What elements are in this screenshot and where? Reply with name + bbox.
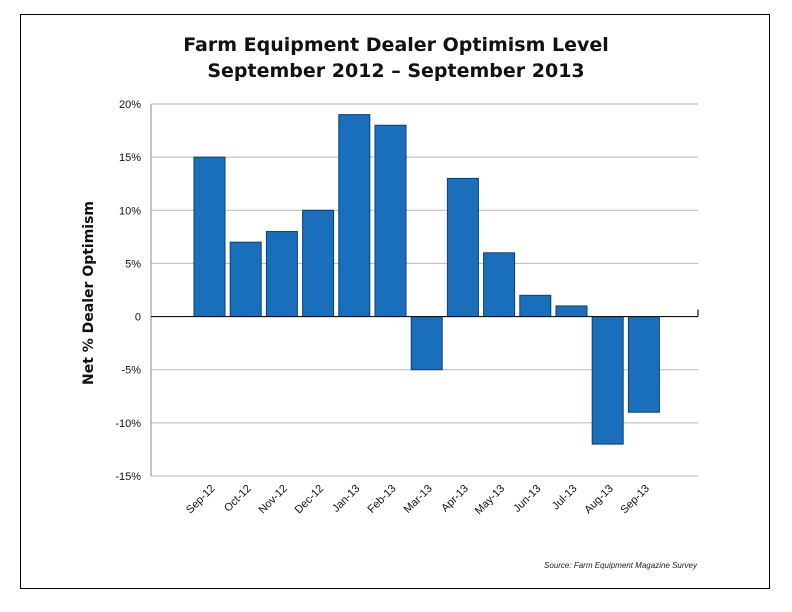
y-axis-title: Net % Dealer Optimism (81, 201, 97, 385)
x-tick-label: Sep-13 (618, 483, 652, 517)
y-tick-label: -15% (115, 471, 141, 483)
bar (302, 209, 335, 318)
y-tick-label: 20% (119, 99, 141, 111)
x-tick-label: Jun-13 (511, 483, 543, 515)
y-tick-label: 5% (125, 258, 141, 270)
y-tick-label: -10% (115, 418, 141, 430)
bar (446, 177, 479, 318)
y-tick-label: 15% (119, 152, 141, 164)
x-tick-label: Mar-13 (402, 483, 435, 516)
bar (519, 294, 552, 318)
bar (591, 316, 624, 445)
chart-subtitle: September 2012 – September 2013 (207, 60, 585, 82)
bar (229, 241, 262, 318)
x-tick-label: Oct-12 (222, 483, 254, 515)
x-tick-label: Aug-13 (582, 483, 616, 517)
bar (627, 316, 660, 413)
bar (265, 231, 298, 318)
bar (555, 305, 588, 318)
bar (338, 114, 371, 318)
x-tick-label: Sep-12 (184, 483, 218, 517)
x-tick-label: May-13 (473, 483, 507, 517)
y-tick-label: 0 (135, 312, 141, 324)
x-tick-label: Apr-13 (439, 483, 471, 515)
x-tick-label: Nov-12 (256, 483, 290, 517)
y-tick-label: -5% (121, 365, 141, 377)
chart-title-block: Farm Equipment Dealer Optimism Level Sep… (21, 32, 771, 84)
bar-chart: 20% 15% 10% 5% 0 -5% -10% -15% Sep-12 Oct-12 Nov-1… (81, 99, 699, 517)
bar (483, 252, 516, 318)
y-tick-label: 10% (119, 205, 141, 217)
source-note: Source: Farm Equipment Magazine Survey (544, 561, 697, 570)
x-tick-label: Dec-12 (293, 483, 327, 517)
x-tick-label: Jul-13 (550, 483, 580, 513)
bar (374, 124, 407, 318)
x-tick-label: Jan-13 (330, 483, 362, 515)
chart-frame: Farm Equipment Dealer Optimism Level Sep… (20, 14, 770, 589)
bar (193, 156, 226, 318)
chart-title: Farm Equipment Dealer Optimism Level (183, 34, 609, 56)
bar (410, 316, 443, 371)
x-tick-label: Feb-13 (365, 483, 398, 516)
